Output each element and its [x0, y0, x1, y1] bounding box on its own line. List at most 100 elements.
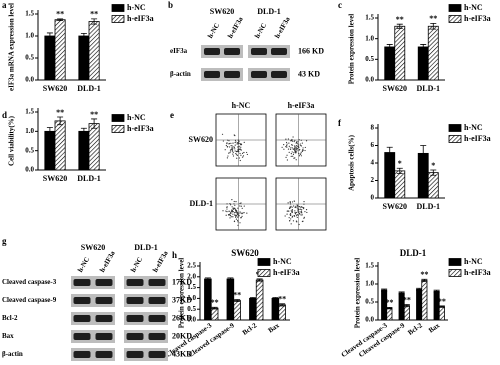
y-tick-label: 0 [371, 194, 375, 202]
error-bar [398, 291, 405, 295]
event-dot [289, 200, 291, 203]
bar [384, 152, 396, 199]
quadrant-line [216, 178, 266, 230]
panel-letter: c [338, 0, 342, 10]
legend-swatch [111, 15, 125, 23]
event-dot [290, 205, 292, 207]
significance-mark: ** [56, 108, 64, 117]
significance-mark: * [431, 161, 435, 170]
event-dot [299, 211, 301, 213]
blot-band [271, 48, 287, 55]
size-label: 17KD [172, 277, 192, 286]
event-dot [240, 212, 242, 214]
error-bar [396, 167, 403, 174]
error-bar [430, 169, 437, 176]
event-dot [296, 216, 298, 219]
event-dot [234, 139, 237, 141]
chart-title: DLD-1 [400, 248, 427, 258]
event-dot [235, 201, 237, 203]
event-dot [230, 144, 232, 147]
blot-band [204, 48, 220, 55]
blot-band [148, 333, 166, 340]
event-dot [301, 209, 303, 211]
event-dot [229, 215, 232, 217]
event-dot [285, 156, 287, 158]
event-dot [291, 211, 293, 214]
event-dot [232, 216, 234, 218]
legend-label: h-eIF3a [464, 134, 491, 143]
event-dot [238, 215, 240, 217]
event-dot [298, 205, 301, 208]
event-dot [236, 154, 239, 156]
event-dot [291, 147, 293, 149]
y-axis-label: Protein expression level [354, 258, 362, 329]
blot-band [95, 351, 113, 358]
event-dot [238, 142, 240, 144]
y-axis-label: Cell viability(%) [8, 115, 16, 166]
significance-mark: ** [438, 297, 446, 306]
event-dot [230, 204, 232, 206]
event-dot [302, 149, 304, 151]
event-dot [289, 147, 291, 149]
event-dot [296, 204, 298, 206]
event-dot [237, 146, 239, 148]
size-label: 43 KD [298, 69, 320, 78]
error-bar [211, 306, 218, 310]
event-dot [298, 144, 300, 146]
error-bar [46, 32, 53, 40]
event-dot [296, 147, 299, 149]
bar [44, 35, 56, 81]
event-dot [291, 210, 294, 212]
error-bar [91, 118, 98, 129]
event-dot [305, 140, 308, 142]
event-dot [297, 206, 299, 208]
y-axis-label: eIF3a mRNA expression level [8, 3, 16, 91]
event-dot [292, 155, 294, 157]
y-tick-label: 0.5 [365, 55, 374, 63]
event-dot [232, 208, 234, 211]
legend-swatch [257, 258, 271, 266]
row-label: β-actin [2, 350, 23, 358]
event-dot [294, 151, 297, 154]
event-dot [234, 204, 236, 206]
bar [278, 304, 286, 321]
legend-label: h-NC [127, 113, 146, 122]
event-dot [233, 203, 235, 205]
error-bar [420, 145, 427, 162]
event-dot [292, 220, 295, 222]
event-dot [290, 218, 292, 220]
panel-letter: d [2, 110, 7, 120]
event-dot [297, 143, 299, 145]
event-dot [285, 146, 287, 148]
event-dot [302, 207, 305, 210]
row-label: Bax [2, 332, 14, 340]
blot-band [73, 351, 91, 358]
row-label: Cleaved caspase-9 [2, 296, 57, 304]
lane-label: h-eIF3a [151, 249, 170, 274]
blot-band [126, 351, 144, 358]
event-dot [293, 215, 295, 217]
panel-letter: a [2, 0, 7, 10]
bar [394, 25, 406, 81]
bar [54, 120, 66, 171]
event-dot [298, 152, 300, 155]
bar [403, 305, 410, 321]
legend-swatch [111, 125, 125, 133]
event-dot [232, 210, 234, 212]
chart-title: SW620 [231, 248, 259, 258]
event-dot [237, 216, 239, 218]
blot-band [126, 279, 144, 286]
event-dot [289, 207, 292, 209]
event-dot [300, 211, 302, 213]
error-bar [396, 23, 403, 29]
event-dot [228, 140, 230, 142]
quadrant-line [276, 178, 326, 230]
y-tick-label: 0.5 [25, 146, 34, 154]
legend-label: h-NC [464, 257, 483, 266]
x-tick-label: SW620 [383, 84, 407, 93]
event-dot [236, 214, 238, 216]
event-dot [246, 153, 248, 156]
significance-mark: ** [233, 290, 241, 299]
lane-label: h-NC [253, 22, 268, 40]
event-dot [293, 140, 295, 143]
